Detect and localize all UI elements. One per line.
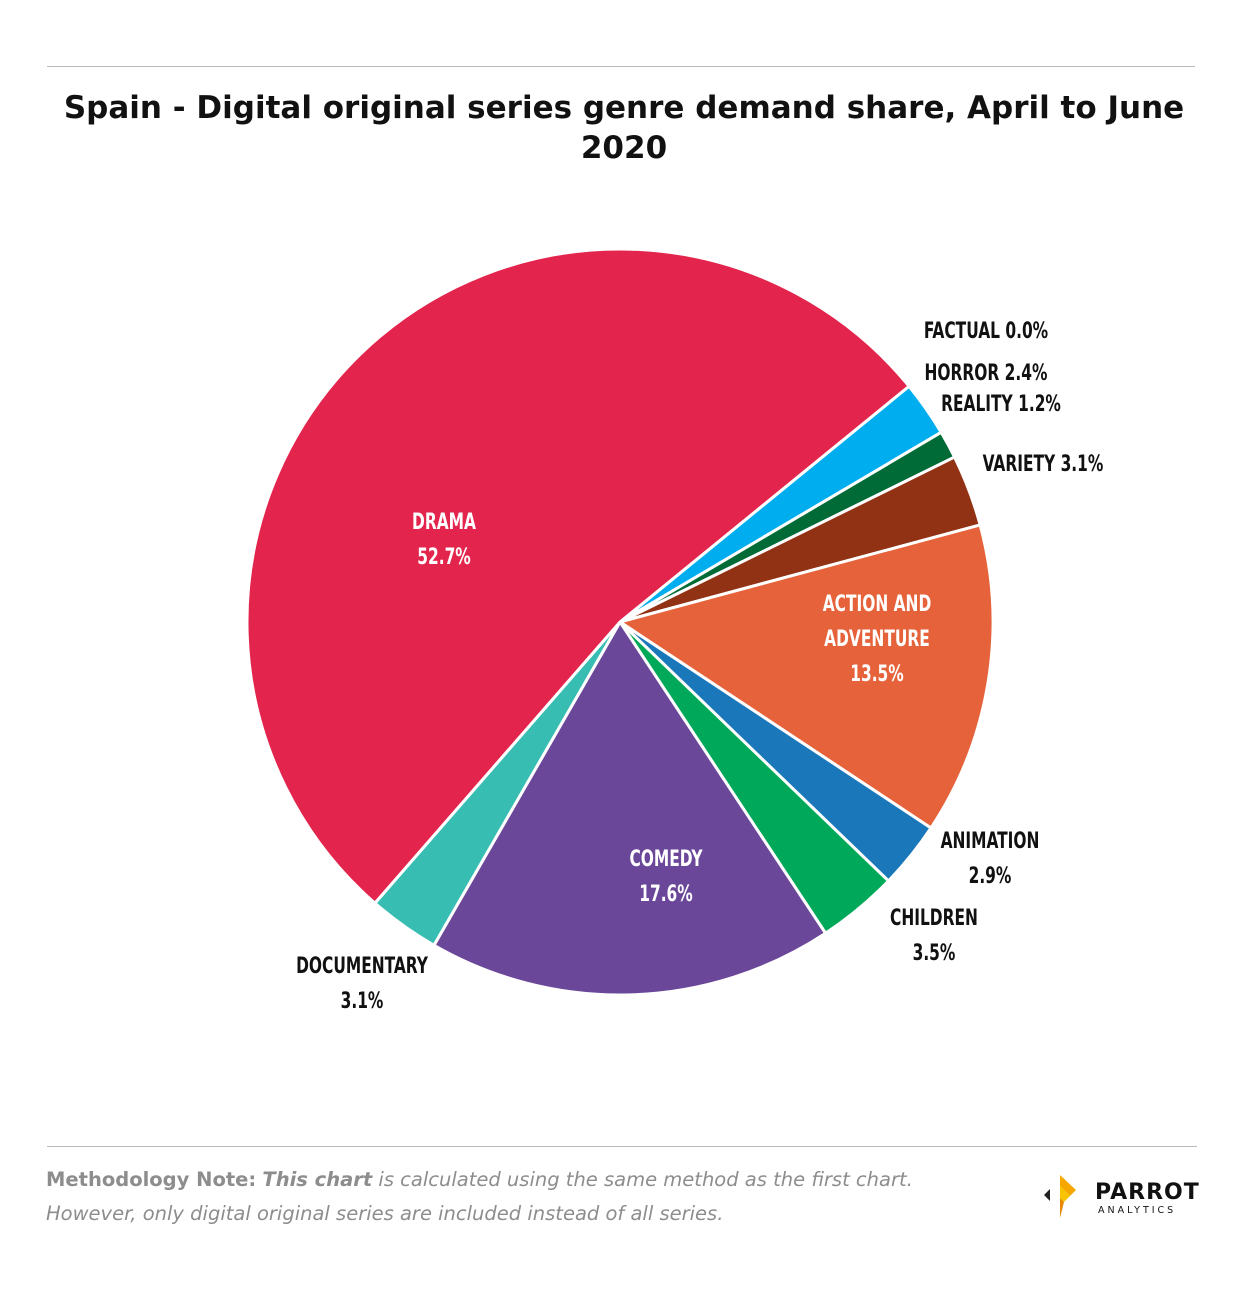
methodology-note-emphasis: This chart bbox=[262, 1168, 373, 1191]
label-reality: REALITY 1.2% bbox=[941, 391, 1061, 417]
slice-comedy bbox=[432, 620, 828, 997]
chart-title: Spain - Digital original series genre de… bbox=[63, 90, 1185, 166]
logo-subtitle: ANALYTICS bbox=[1098, 1205, 1177, 1216]
top-divider bbox=[47, 66, 1195, 67]
parrot-analytics-logo-icon bbox=[1044, 1175, 1076, 1218]
label-horror: HORROR 2.4% bbox=[925, 360, 1048, 386]
label-documentary: DOCUMENTARY 3.1% bbox=[296, 953, 429, 1014]
methodology-note-lead: Methodology Note: bbox=[46, 1168, 257, 1191]
parrot-analytics-logo: PARROT ANALYTICS bbox=[1040, 1172, 1200, 1222]
label-factual: FACTUAL 0.0% bbox=[924, 318, 1049, 344]
label-action-and-adventure: ACTION AND ADVENTURE 13.5% bbox=[823, 591, 932, 687]
bottom-divider bbox=[47, 1146, 1197, 1147]
methodology-note-line-1: Methodology Note: This chart is calculat… bbox=[46, 1163, 986, 1197]
methodology-note-line-2: However, only digital original series ar… bbox=[46, 1202, 724, 1225]
slice-drama bbox=[245, 247, 911, 905]
label-variety: VARIETY 3.1% bbox=[983, 451, 1104, 477]
methodology-note-text: is calculated using the same method as t… bbox=[372, 1168, 913, 1191]
label-animation: ANIMATION 2.9% bbox=[941, 828, 1040, 889]
methodology-note: Methodology Note: This chart is calculat… bbox=[46, 1163, 986, 1231]
logo-wordmark: PARROT bbox=[1095, 1180, 1200, 1205]
slice-action-and-adventure bbox=[618, 523, 995, 830]
label-comedy: COMEDY 17.6% bbox=[629, 846, 703, 907]
label-drama: DRAMA 52.7% bbox=[412, 509, 476, 570]
label-children: CHILDREN 3.5% bbox=[890, 905, 978, 966]
